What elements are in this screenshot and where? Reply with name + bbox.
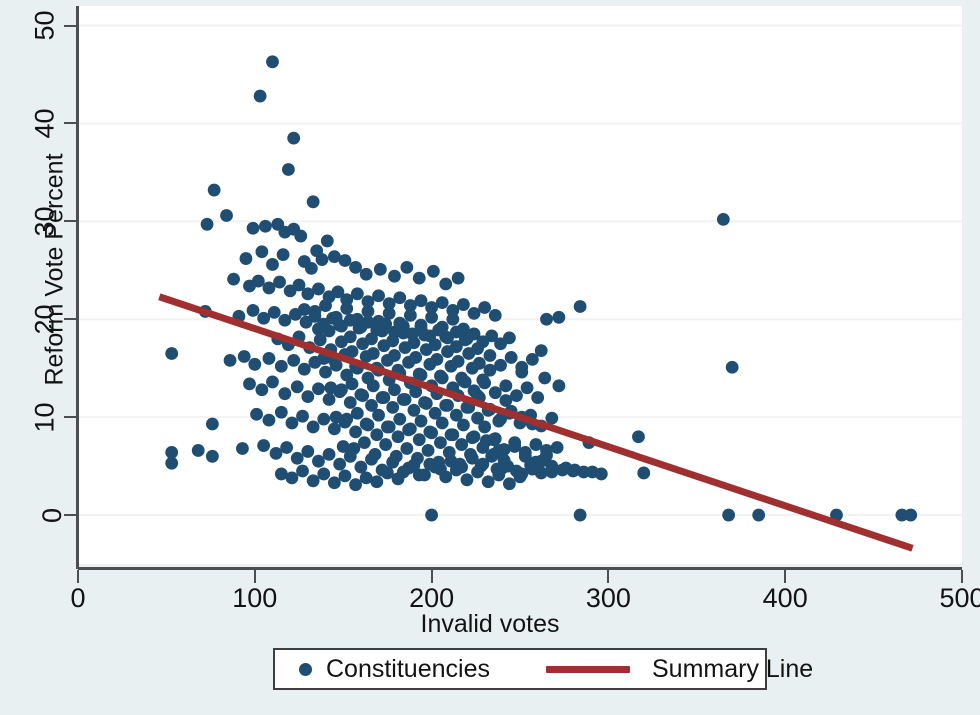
y-tick-mark xyxy=(64,122,76,125)
legend-dot-icon xyxy=(299,662,312,676)
chart-legend: Constituencies Summary Line xyxy=(273,648,813,690)
y-tick-mark xyxy=(64,24,76,27)
x-axis-line xyxy=(78,567,962,570)
scatter-points-group xyxy=(165,55,918,522)
x-tick-mark xyxy=(430,570,433,583)
summary-line-group xyxy=(158,293,914,552)
x-tick-label: 300 xyxy=(585,583,631,613)
y-tick-mark xyxy=(64,318,76,321)
x-tick-mark xyxy=(607,570,610,583)
legend-label-summary-line: Summary Line xyxy=(651,654,814,683)
x-tick-label: 400 xyxy=(762,583,808,613)
x-tick-mark xyxy=(961,570,963,583)
y-tick-mark xyxy=(64,220,76,223)
plot-area xyxy=(78,6,962,564)
legend-label-constituencies: Constituencies xyxy=(326,654,490,683)
x-tick-mark xyxy=(77,570,79,583)
y-tick-label: 50 xyxy=(29,10,60,41)
x-tick-label: 500 xyxy=(939,583,980,613)
y-tick-label: 0 xyxy=(36,507,67,523)
legend-line-icon xyxy=(545,665,630,673)
x-tick-label: 100 xyxy=(232,583,278,613)
x-tick-mark xyxy=(253,570,256,583)
y-axis-line xyxy=(76,6,79,569)
plot-canvas xyxy=(78,24,962,552)
y-tick-mark xyxy=(64,514,76,517)
x-tick-mark xyxy=(784,570,787,583)
x-axis-title: Invalid votes xyxy=(420,610,560,638)
legend-entry-constituencies[interactable]: Constituencies xyxy=(299,650,490,688)
y-axis-title: Reform Vote Percent xyxy=(40,153,69,386)
x-tick-label: 200 xyxy=(409,583,455,613)
legend-entry-summary-line[interactable]: Summary Line xyxy=(545,650,814,688)
y-tick-mark xyxy=(64,416,76,419)
x-tick-label: 0 xyxy=(70,583,86,613)
